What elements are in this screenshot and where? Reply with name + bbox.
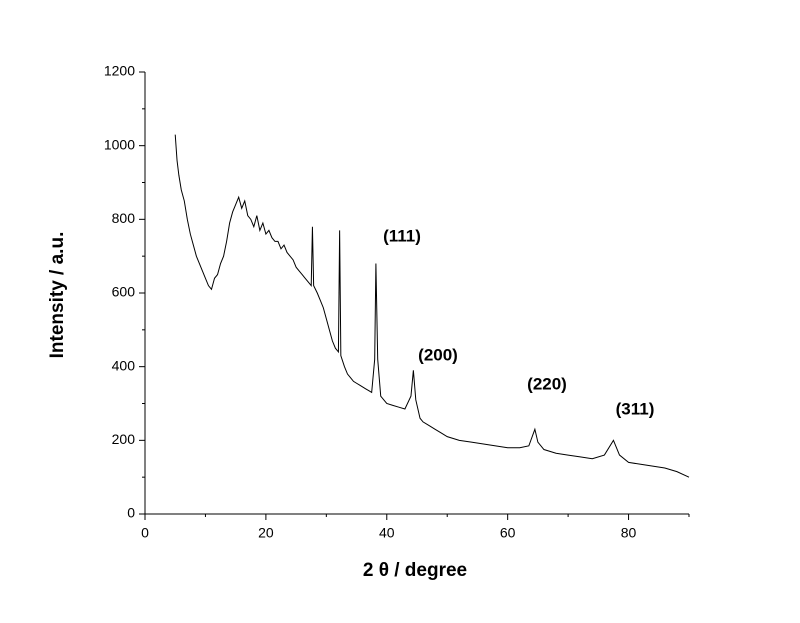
x-tick-label: 40 — [379, 525, 395, 541]
y-tick-label: 1000 — [104, 136, 135, 152]
peak-annotation: (220) — [527, 374, 567, 393]
peak-annotation: (200) — [418, 345, 458, 364]
x-axis-label: 2 θ / degree — [363, 560, 467, 581]
y-tick-label: 200 — [112, 431, 136, 447]
x-tick-label: 20 — [258, 525, 274, 541]
x-tick-label: 0 — [141, 525, 149, 541]
peak-annotation: (111) — [383, 226, 421, 245]
y-tick-label: 400 — [112, 357, 136, 373]
y-tick-label: 600 — [112, 284, 136, 300]
peak-annotation: (311) — [616, 399, 655, 418]
y-tick-label: 800 — [112, 210, 136, 226]
y-tick-label: 1200 — [104, 63, 135, 79]
y-tick-label: 0 — [127, 505, 135, 521]
x-tick-label: 60 — [500, 525, 516, 541]
y-axis-label: Intensity / a.u. — [47, 232, 68, 359]
x-tick-label: 80 — [621, 525, 637, 541]
data-line — [174, 134, 690, 478]
